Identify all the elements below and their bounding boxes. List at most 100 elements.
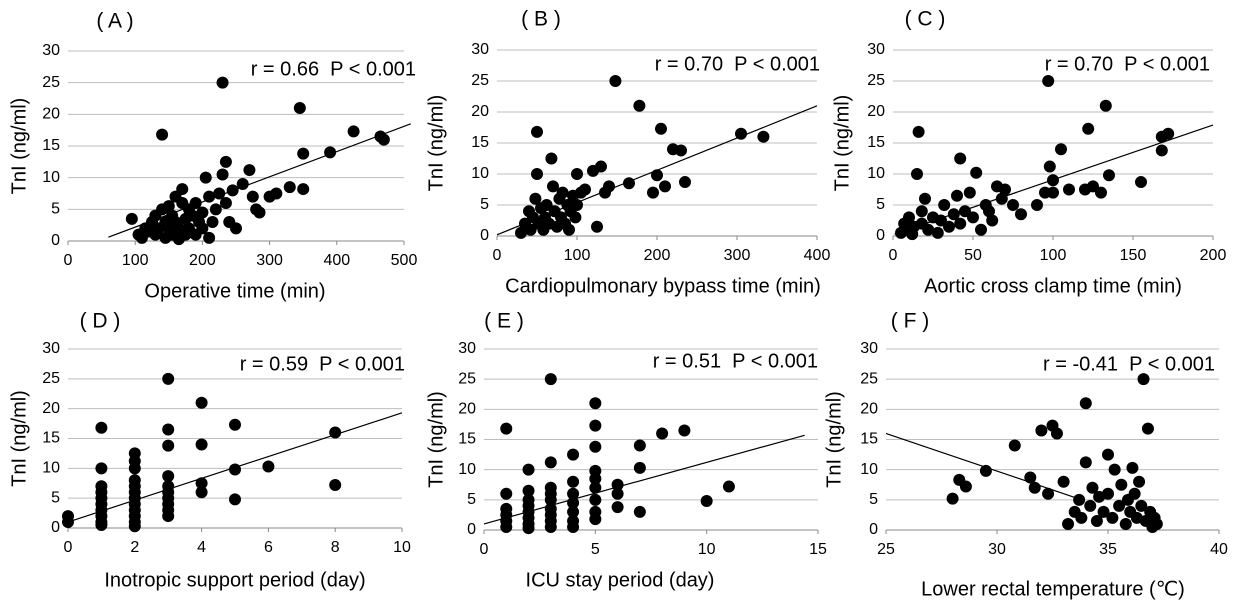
point (589, 464, 602, 477)
point (500, 487, 513, 500)
y-tick-label: 25 (42, 74, 60, 91)
panel-title: ( B ) (521, 8, 561, 31)
y-tick-label: 20 (867, 103, 885, 120)
x-tick-label: 10 (698, 541, 716, 558)
point (678, 424, 691, 437)
point (1097, 505, 1110, 518)
point (1126, 461, 1139, 474)
point (1042, 487, 1055, 500)
point (522, 484, 535, 497)
point (1102, 487, 1114, 500)
point (1106, 511, 1119, 524)
y-tick-label: 30 (458, 340, 476, 357)
point (500, 502, 513, 515)
y-axis-label: TnI (ng/ml) (8, 390, 30, 487)
point (531, 168, 543, 180)
point (293, 102, 306, 114)
point (959, 480, 972, 493)
x-axis-label: Operative time (min) (144, 280, 325, 302)
y-tick-label: 5 (467, 491, 476, 508)
point (196, 222, 209, 235)
x-tick-label: 100 (122, 252, 149, 269)
point (62, 510, 74, 523)
trend-line (67, 412, 403, 523)
point (1113, 499, 1126, 512)
point (954, 152, 967, 165)
point (633, 461, 646, 474)
trend-line (885, 432, 1084, 502)
y-tick-label: 0 (467, 521, 476, 538)
point (195, 486, 208, 499)
y-tick-label: 15 (471, 134, 489, 151)
point (679, 176, 691, 189)
point (199, 171, 212, 184)
point (1079, 456, 1092, 469)
x-tick-label: 35 (1099, 541, 1117, 558)
point (128, 447, 141, 460)
point (946, 492, 959, 505)
point (1015, 208, 1027, 221)
y-axis-label: TnI (ng/ml) (425, 95, 447, 192)
point (329, 426, 342, 439)
x-tick-label: 150 (1120, 247, 1147, 264)
point (1133, 475, 1146, 488)
y-tick-label: 20 (458, 401, 476, 418)
point (1137, 373, 1150, 386)
point (544, 456, 557, 469)
x-tick-label: 100 (564, 247, 591, 264)
y-tick-label: 5 (51, 489, 60, 506)
x-tick-label: 300 (256, 252, 283, 269)
x-tick-label: 0 (889, 247, 898, 264)
point (983, 205, 995, 218)
y-axis-label: TnI (ng/ml) (8, 98, 30, 195)
panel-title: ( E ) (484, 310, 524, 333)
point (589, 481, 602, 494)
point (1115, 478, 1128, 491)
point (938, 199, 951, 211)
point (655, 122, 667, 135)
point (329, 479, 342, 492)
point (589, 397, 602, 410)
annotation: r = 0.66 P < 0.001 (251, 58, 416, 80)
point (1102, 448, 1114, 461)
x-axis-label: Lower rectal temperature (℃) (921, 578, 1185, 600)
y-tick-label: 25 (867, 72, 885, 89)
point (1150, 517, 1163, 530)
trend-line (483, 434, 805, 525)
point (203, 190, 216, 203)
point (967, 211, 979, 224)
point (297, 147, 310, 160)
x-tick-label: 0 (493, 247, 502, 264)
panel-title: ( A ) (96, 10, 133, 33)
point (1057, 475, 1070, 488)
trend-line (496, 105, 818, 236)
x-axis-label: ICU stay period (day) (526, 569, 715, 591)
x-tick-label: 15 (809, 541, 827, 558)
point (1086, 481, 1099, 494)
point (1007, 199, 1019, 211)
x-tick-label: 50 (964, 247, 982, 264)
point (633, 439, 646, 452)
x-tick-label: 25 (877, 541, 895, 558)
x-tick-label: 500 (391, 252, 418, 269)
point (656, 427, 669, 440)
point (229, 493, 241, 506)
annotation: r = 0.51 P < 0.001 (653, 350, 818, 372)
point (569, 211, 582, 224)
y-tick-label: 15 (42, 430, 60, 447)
y-tick-label: 0 (51, 232, 60, 249)
point (611, 478, 624, 491)
point (633, 505, 646, 518)
point (162, 423, 175, 436)
annotation: r = 0.70 P < 0.001 (655, 53, 820, 75)
point (919, 192, 931, 205)
y-tick-label: 10 (458, 461, 476, 478)
annotation: r = 0.70 P < 0.001 (1045, 53, 1210, 75)
point (1084, 499, 1097, 512)
y-tick-label: 0 (51, 519, 60, 536)
point (735, 127, 747, 140)
point (970, 166, 983, 179)
point (1042, 75, 1055, 87)
y-tick-label: 25 (860, 370, 878, 387)
point (589, 505, 602, 518)
